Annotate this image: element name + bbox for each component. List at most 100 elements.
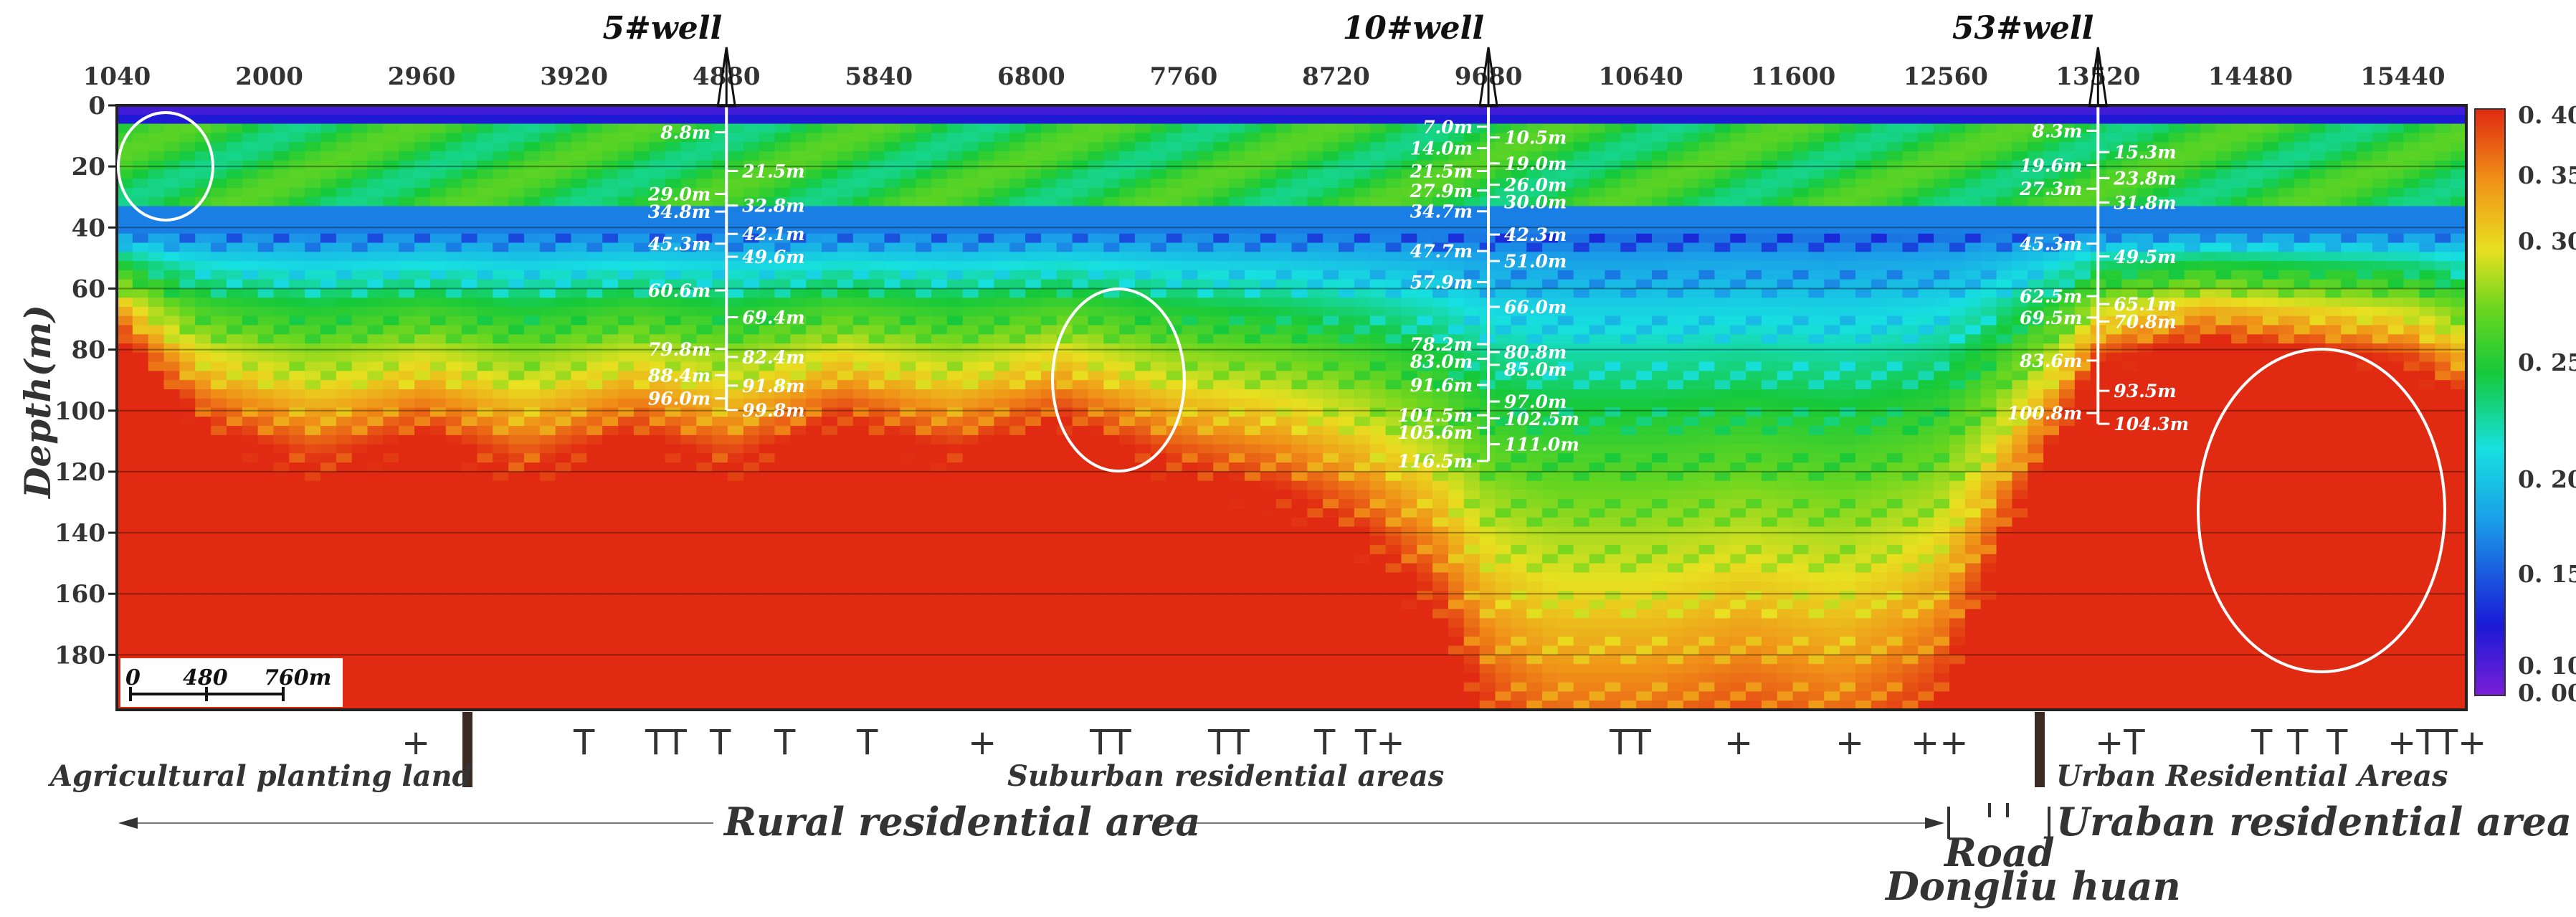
heatmap-cell [822, 252, 838, 262]
heatmap-cell [868, 298, 885, 308]
heatmap-cell [946, 627, 964, 637]
heatmap-cell [336, 517, 353, 528]
heatmap-cell [1135, 499, 1151, 509]
heatmap-cell [837, 490, 854, 500]
heatmap-cell [305, 453, 322, 464]
heatmap-cell [429, 261, 447, 271]
heatmap-cell [994, 252, 1011, 262]
heatmap-cell [289, 298, 306, 308]
heatmap-cell [1056, 664, 1073, 674]
heatmap-cell [868, 334, 885, 345]
heatmap-cell [211, 553, 227, 564]
heatmap-cell [163, 417, 181, 427]
heatmap-cell [633, 664, 650, 674]
heatmap-cell [649, 114, 666, 125]
heatmap-cell [884, 636, 901, 647]
heatmap-cell [383, 196, 400, 207]
heatmap-cell [1135, 252, 1151, 262]
heatmap-cell [712, 298, 729, 308]
heatmap-cell [179, 572, 196, 583]
heatmap-cell [493, 114, 510, 125]
heatmap-cell [728, 508, 744, 518]
heatmap-cell [383, 279, 400, 290]
heatmap-cell [649, 453, 666, 464]
heatmap-cell [461, 325, 478, 336]
heatmap-cell [367, 700, 384, 710]
heatmap-cell [790, 490, 807, 500]
heatmap-cell [1260, 252, 1277, 262]
heatmap-cell [868, 545, 885, 555]
heatmap-cell [1119, 673, 1136, 683]
heatmap-cell [461, 196, 478, 207]
heatmap-cell [696, 288, 713, 299]
heatmap-cell [868, 261, 885, 271]
heatmap-cell [1197, 252, 1215, 262]
heatmap-cell [477, 261, 494, 271]
heatmap-cell [586, 645, 604, 656]
heatmap-cell [414, 261, 431, 271]
heatmap-cell [1244, 196, 1261, 207]
heatmap-cell [868, 252, 885, 262]
heatmap-cell [1103, 151, 1121, 161]
heatmap-cell [429, 609, 447, 619]
heatmap-cell [1182, 407, 1199, 418]
heatmap-cell [1103, 133, 1121, 143]
heatmap-cell [1291, 169, 1308, 180]
heatmap-cell [1135, 288, 1151, 299]
heatmap-cell [712, 261, 729, 271]
heatmap-cell [649, 655, 666, 665]
heatmap-cell [461, 480, 478, 491]
heatmap-cell [1040, 123, 1058, 134]
heatmap-cell [1150, 618, 1167, 629]
heatmap-cell [414, 398, 431, 409]
heatmap-cell [1009, 343, 1027, 353]
heatmap-cell [1119, 636, 1136, 647]
heatmap-cell [1182, 398, 1199, 409]
heatmap-cell [1182, 224, 1199, 234]
heatmap-cell [962, 380, 979, 390]
heatmap-cell [508, 673, 526, 683]
heatmap-cell [1275, 398, 1293, 409]
heatmap-cell [1072, 508, 1089, 518]
heatmap-cell [728, 123, 744, 134]
heatmap-cell [1197, 233, 1215, 244]
heatmap-cell [1197, 196, 1215, 207]
heatmap-cell [774, 325, 792, 336]
heatmap-cell [539, 682, 556, 693]
heatmap-cell [1197, 407, 1215, 418]
heatmap-cell [962, 407, 979, 418]
heatmap-cell [680, 270, 698, 280]
heatmap-cell [696, 334, 713, 345]
heatmap-cell [743, 307, 760, 317]
heatmap-cell [884, 682, 901, 693]
heatmap-cell [1150, 142, 1167, 152]
heatmap-cell [571, 691, 588, 702]
heatmap-cell [837, 380, 854, 390]
heatmap-cell [461, 361, 478, 372]
heatmap-cell [728, 215, 744, 226]
heatmap-cell [1088, 160, 1105, 171]
heatmap-cell [1088, 252, 1105, 262]
heatmap-cell [1213, 371, 1230, 381]
heatmap-cell [1040, 609, 1058, 619]
heatmap-cell [429, 215, 447, 226]
heatmap-cell [586, 151, 604, 161]
heatmap-cell [555, 508, 572, 518]
heatmap-cell [1103, 572, 1121, 583]
heatmap-cell [383, 664, 400, 674]
heatmap-cell [900, 151, 917, 161]
heatmap-cell [1025, 618, 1042, 629]
heatmap-cell [320, 215, 337, 226]
heatmap-cell [226, 325, 243, 336]
heatmap-cell [852, 361, 870, 372]
heatmap-cell [884, 334, 901, 345]
heatmap-cell [351, 114, 369, 125]
heatmap-cell [1244, 407, 1261, 418]
heatmap-cell [399, 187, 416, 198]
heatmap-cell [946, 133, 964, 143]
heatmap-cell [132, 160, 149, 171]
heatmap-cell [1088, 315, 1105, 326]
heatmap-cell [273, 599, 290, 610]
heatmap-cell [1088, 279, 1105, 290]
heatmap-cell [1213, 352, 1230, 363]
